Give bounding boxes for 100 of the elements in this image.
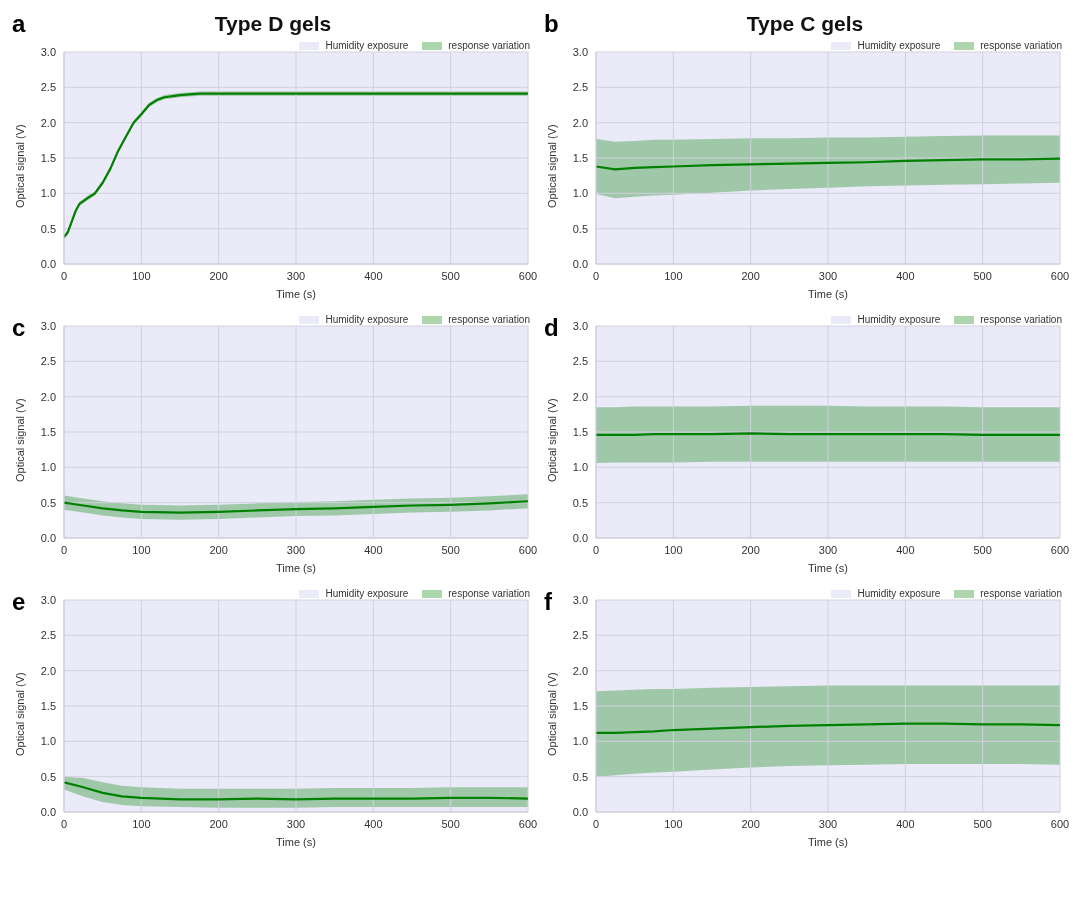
y-tick-label: 2.0 — [40, 664, 56, 677]
band-label: Humidity exposure — [325, 588, 409, 599]
x-tick-label: 0 — [60, 817, 68, 830]
band-label: Humidity exposure — [325, 40, 409, 51]
y-axis-title: Optical signal (V) — [545, 124, 558, 208]
y-tick-label: 3.0 — [40, 319, 56, 332]
y-tick-label: 0.0 — [572, 531, 588, 544]
x-tick-label: 500 — [973, 543, 992, 556]
y-tick-label: 2.0 — [40, 116, 56, 129]
y-tick-label: 3.0 — [572, 593, 588, 606]
y-tick-label: 0.5 — [40, 222, 56, 235]
y-axis-title: Optical signal (V) — [545, 672, 558, 756]
y-tick-label: 2.0 — [572, 390, 588, 403]
y-tick-label: 1.0 — [40, 187, 56, 200]
y-tick-label: 1.0 — [40, 461, 56, 474]
y-tick-label: 0.0 — [40, 531, 56, 544]
x-tick-label: 0 — [592, 817, 600, 830]
x-tick-label: 100 — [132, 543, 151, 556]
x-axis-title: Time (s) — [276, 562, 316, 574]
y-tick-label: 1.0 — [572, 735, 588, 748]
x-tick-label: 100 — [664, 269, 683, 282]
y-tick-label: 1.0 — [572, 461, 588, 474]
x-tick-label: 500 — [441, 269, 460, 282]
y-axis-title: Optical signal (V) — [13, 124, 26, 208]
x-tick-label: 200 — [209, 817, 228, 830]
y-tick-label: 1.5 — [40, 151, 56, 164]
band-label: Humidity exposure — [857, 588, 941, 599]
x-tick-label: 600 — [1050, 543, 1070, 556]
legend-label: response variation — [980, 40, 1062, 51]
chart-title: Type C gels — [746, 12, 864, 35]
y-tick-label: 0.0 — [572, 805, 588, 818]
band-label: Humidity exposure — [857, 314, 941, 325]
x-tick-label: 500 — [441, 817, 460, 830]
text: f — [544, 588, 552, 616]
x-tick-label: 100 — [132, 269, 151, 282]
x-axis-title: Time (s) — [276, 836, 316, 848]
y-tick-label: 0.5 — [572, 770, 588, 783]
x-tick-label: 300 — [286, 543, 306, 556]
x-tick-label: 200 — [209, 543, 228, 556]
y-tick-label: 2.0 — [572, 664, 588, 677]
y-tick-label: 0.5 — [572, 496, 588, 509]
text: e — [12, 588, 26, 616]
x-axis-title: Time (s) — [276, 288, 316, 300]
y-tick-label: 1.5 — [572, 151, 588, 164]
x-tick-label: 300 — [286, 269, 306, 282]
x-tick-label: 300 — [818, 817, 838, 830]
line-series — [596, 722, 1060, 734]
x-tick-label: 100 — [132, 817, 151, 830]
y-tick-label: 2.5 — [572, 81, 588, 94]
y-axis-title: Optical signal (V) — [13, 398, 26, 482]
text: d — [544, 314, 559, 342]
y-tick-label: 3.0 — [40, 45, 56, 58]
y-tick-label: 2.5 — [40, 629, 56, 642]
x-tick-label: 200 — [741, 543, 760, 556]
y-tick-label: 3.0 — [40, 593, 56, 606]
line-series — [596, 157, 1060, 171]
x-tick-label: 300 — [818, 543, 838, 556]
line-series — [64, 781, 528, 801]
y-tick-label: 2.0 — [40, 390, 56, 403]
x-axis-title: Time (s) — [808, 562, 848, 574]
y-tick-label: 1.5 — [40, 425, 56, 438]
x-tick-label: 600 — [518, 269, 538, 282]
line-series — [64, 500, 528, 514]
x-tick-label: 500 — [973, 817, 992, 830]
x-tick-label: 100 — [664, 817, 683, 830]
text: a — [12, 10, 26, 38]
y-tick-label: 1.5 — [572, 425, 588, 438]
x-tick-label: 0 — [592, 543, 600, 556]
x-tick-label: 0 — [60, 543, 68, 556]
x-tick-label: 200 — [741, 269, 760, 282]
y-tick-label: 0.0 — [40, 805, 56, 818]
y-tick-label: 2.5 — [572, 355, 588, 368]
x-tick-label: 0 — [60, 269, 68, 282]
y-axis-title: Optical signal (V) — [13, 672, 26, 756]
x-tick-label: 400 — [364, 269, 383, 282]
x-tick-label: 600 — [1050, 817, 1070, 830]
x-tick-label: 200 — [741, 817, 760, 830]
y-tick-label: 1.5 — [572, 699, 588, 712]
y-tick-label: 2.0 — [572, 116, 588, 129]
legend-label: response variation — [980, 588, 1062, 599]
x-tick-label: 100 — [664, 543, 683, 556]
x-tick-label: 600 — [518, 817, 538, 830]
x-tick-label: 400 — [896, 543, 915, 556]
legend-label: response variation — [980, 314, 1062, 325]
x-tick-label: 600 — [518, 543, 538, 556]
x-tick-label: 300 — [818, 269, 838, 282]
y-tick-label: 2.5 — [40, 81, 56, 94]
text: c — [12, 314, 26, 342]
x-tick-label: 500 — [441, 543, 460, 556]
text: b — [544, 10, 559, 38]
x-tick-label: 400 — [896, 269, 915, 282]
x-tick-label: 300 — [286, 817, 306, 830]
chart-title: Type D gels — [214, 12, 332, 35]
y-tick-label: 0.0 — [40, 257, 56, 270]
x-tick-label: 400 — [364, 817, 383, 830]
y-tick-label: 0.0 — [572, 257, 588, 270]
x-tick-label: 500 — [973, 269, 992, 282]
y-tick-label: 2.5 — [40, 355, 56, 368]
y-axis-title: Optical signal (V) — [545, 398, 558, 482]
y-tick-label: 1.5 — [40, 699, 56, 712]
